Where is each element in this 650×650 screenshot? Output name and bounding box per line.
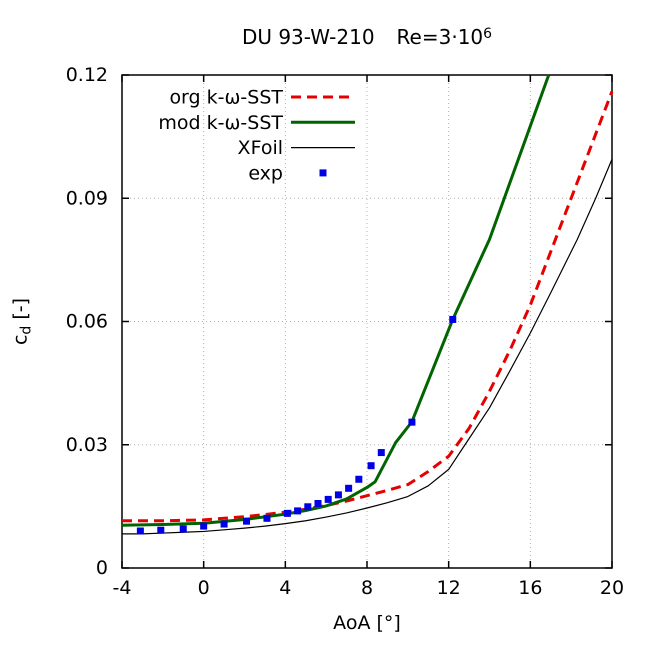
chart-title: DU 93-W-210 Re=3·106 — [122, 25, 612, 49]
exp-data-marker — [377, 449, 385, 457]
y-axis-label-units: [-] — [9, 297, 32, 326]
y-axis-label-subscript: d — [18, 325, 35, 335]
exp-data-marker — [314, 499, 322, 507]
exp-data-marker — [355, 475, 363, 483]
chart-title-main: DU 93-W-210 — [241, 25, 375, 49]
exp-data-marker — [243, 517, 251, 525]
series-line-xfoil — [122, 158, 613, 535]
exp-data-marker — [334, 491, 342, 499]
exp-data-marker — [324, 495, 332, 503]
x-tick-label: 0 — [198, 577, 210, 599]
exp-data-marker — [263, 514, 271, 522]
exp-data-marker — [179, 525, 187, 533]
x-tick-label: 20 — [600, 577, 624, 599]
exp-data-marker — [294, 507, 302, 515]
exp-data-marker — [157, 526, 165, 534]
x-tick-label: 4 — [279, 577, 291, 599]
legend-label-mod-k-omega-sst: mod k-ω-SST — [158, 112, 283, 134]
exp-data-marker — [408, 418, 416, 426]
exp-data-marker — [367, 462, 375, 470]
exp-data-marker — [449, 315, 457, 323]
exp-data-marker — [220, 520, 228, 528]
legend-label-xfoil: XFoil — [238, 137, 283, 159]
y-tick-label: 0 — [96, 557, 108, 579]
legend-label-exp: exp — [248, 162, 283, 184]
y-tick-label: 0.09 — [66, 187, 108, 209]
x-tick-label: 12 — [437, 577, 461, 599]
x-axis-label: AoA [°] — [333, 612, 401, 634]
y-tick-label: 0.06 — [66, 311, 108, 333]
chart-title-exponent: 6 — [483, 26, 493, 42]
legend-sample-marker — [319, 169, 327, 177]
y-tick-label: 0.03 — [66, 434, 108, 456]
x-tick-label: 8 — [361, 577, 373, 599]
exp-data-marker — [136, 527, 144, 535]
exp-data-marker — [200, 522, 208, 530]
y-axis-label: cd [-] — [10, 172, 35, 472]
series-line-org-k-omega-sst — [122, 90, 614, 523]
legend-label-org-k-omega-sst: org k-ω-SST — [169, 87, 283, 109]
series-line-mod-k-omega-sst — [121, 74, 551, 527]
y-tick-label: 0.12 — [66, 64, 108, 86]
chart-title-reynolds: Re=3·10 — [396, 25, 484, 49]
exp-data-marker — [283, 509, 291, 517]
x-tick-label: 16 — [518, 577, 542, 599]
x-tick-label: -4 — [113, 577, 132, 599]
exp-data-marker — [304, 503, 312, 511]
y-axis-label-symbol: c — [9, 334, 32, 346]
exp-data-marker — [345, 484, 353, 492]
